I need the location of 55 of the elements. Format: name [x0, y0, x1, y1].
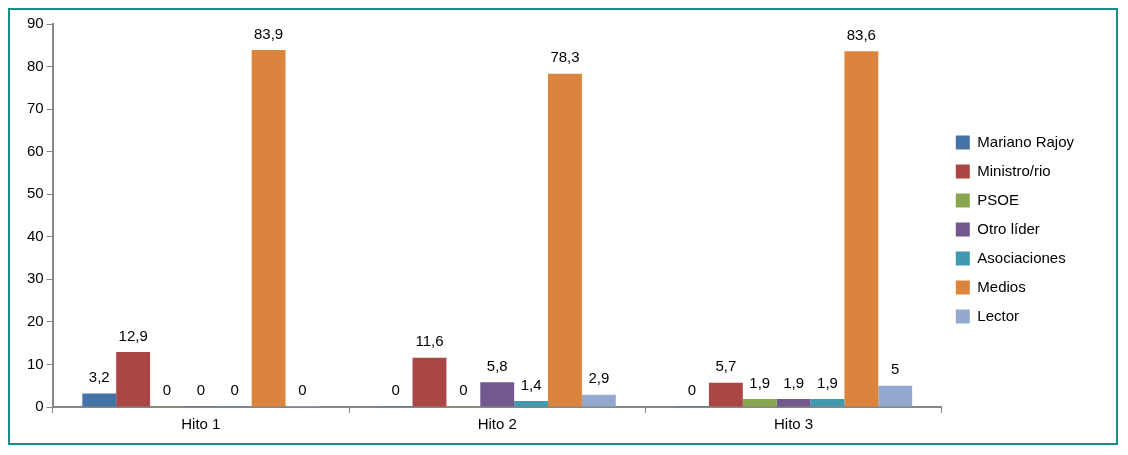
bar	[251, 49, 286, 407]
data-label: 5	[891, 360, 900, 378]
bar	[581, 394, 616, 407]
y-tick-label: 30	[27, 269, 44, 287]
bar	[412, 357, 447, 407]
legend-label: Medios	[977, 277, 1026, 295]
bar	[480, 382, 515, 407]
y-tick-label: 60	[27, 141, 44, 159]
legend-label: Asociaciones	[977, 248, 1066, 266]
bar	[548, 73, 582, 407]
data-label: 78,3	[550, 48, 580, 66]
bar	[116, 352, 151, 407]
data-label: 0	[391, 380, 400, 398]
y-tick-label: 50	[27, 184, 44, 202]
bar	[82, 393, 117, 407]
y-tick-label: 80	[27, 56, 44, 74]
data-label: 83,9	[254, 24, 284, 42]
bar	[878, 385, 913, 407]
y-tick-label: 10	[27, 354, 44, 372]
legend-label: Otro líder	[977, 219, 1040, 237]
data-label: 1,9	[749, 373, 771, 391]
data-label: 0	[298, 380, 307, 398]
data-label: 5,8	[486, 356, 508, 374]
data-label: 0	[459, 380, 468, 398]
data-label: 83,6	[846, 25, 876, 43]
x-tick-label: Hito 1	[181, 415, 221, 433]
x-tick-label: Hito 2	[477, 415, 517, 433]
data-label: 1,4	[520, 375, 542, 393]
data-label: 0	[196, 380, 206, 398]
data-label: 0	[162, 380, 172, 398]
y-tick-label: 20	[27, 312, 44, 330]
bar	[844, 51, 879, 407]
bar	[810, 398, 845, 407]
x-tick-label: Hito 3	[774, 415, 814, 433]
legend-label: PSOE	[977, 190, 1019, 208]
data-label: 1,9	[817, 373, 838, 391]
y-tick-label: 0	[35, 397, 44, 415]
bar	[776, 398, 811, 407]
legend-label: Ministro/rio	[977, 161, 1051, 179]
data-label: 1,9	[783, 373, 805, 391]
legend-label: Lector	[977, 306, 1019, 324]
data-label: 3,2	[88, 368, 110, 386]
y-tick-label: 90	[27, 14, 44, 32]
y-tick-label: 40	[27, 226, 44, 244]
y-tick-label: 70	[27, 99, 44, 117]
bar	[514, 401, 549, 407]
data-label: 11,6	[415, 332, 444, 350]
data-label: 5,7	[715, 357, 737, 375]
bar	[742, 398, 777, 407]
data-label: 0	[230, 380, 239, 398]
bar	[708, 382, 743, 407]
legend-label: Mariano Rajoy	[977, 132, 1075, 150]
data-label: 2,9	[588, 369, 610, 387]
data-label: 0	[687, 380, 697, 398]
data-label: 12,9	[118, 326, 148, 344]
